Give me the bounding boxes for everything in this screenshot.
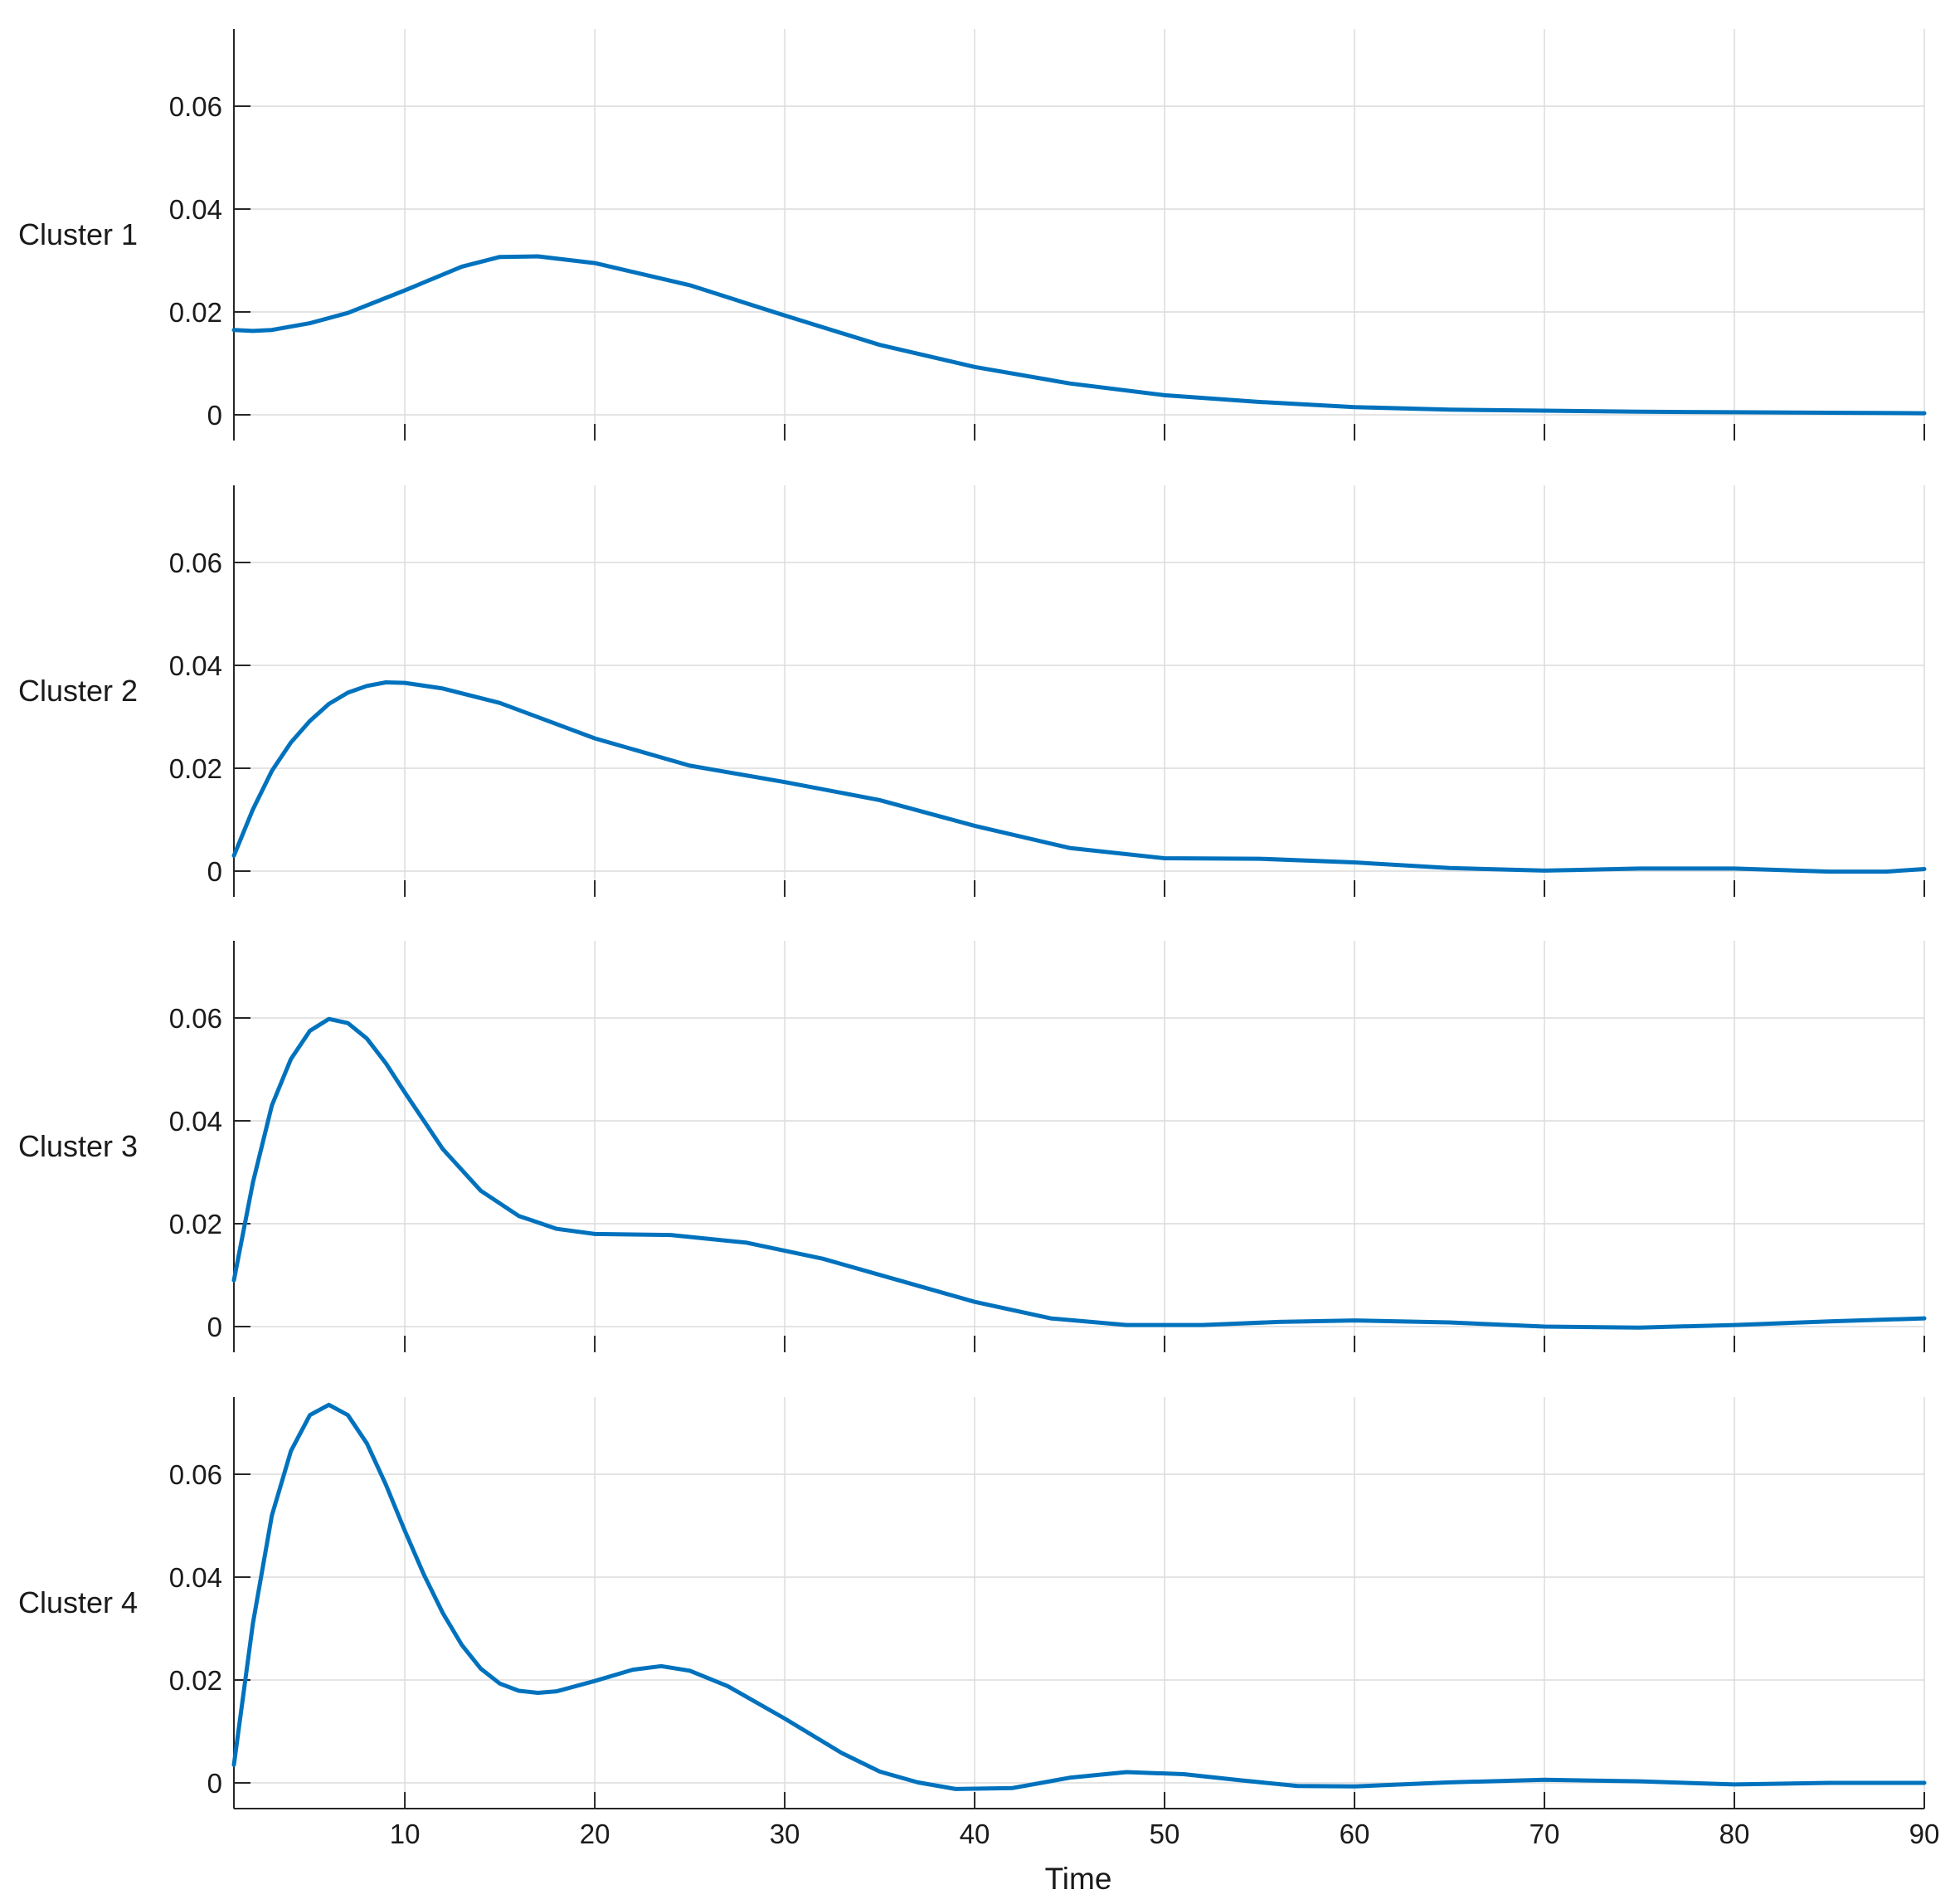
x-tick-label: 20 [580,1819,610,1849]
y-tick-label: 0 [207,1312,222,1342]
panel-cluster-4: 0 0.02 0.04 0.06 Cluster 4 10 20 30 40 50 60 70 80 90 [18,1397,1939,1849]
x-tick-label: 50 [1150,1819,1180,1849]
y-tick-label: 0.02 [169,297,222,328]
x-tick-label: 40 [960,1819,990,1849]
panel-ylabel: Cluster 1 [18,217,138,251]
y-tick-label: 0.06 [169,1459,222,1490]
panel-ylabel: Cluster 2 [18,674,138,708]
series-line-cluster-2 [231,680,1927,874]
x-tick-label: 70 [1529,1819,1560,1849]
y-tick-label: 0.04 [169,1562,222,1593]
x-tick-label: 60 [1340,1819,1370,1849]
y-tick-label: 0.02 [169,753,222,784]
x-tick-label: 90 [1909,1819,1940,1849]
y-tick-label: 0.04 [169,650,222,681]
panel-ylabel: Cluster 3 [18,1129,138,1163]
x-tick-label: 30 [770,1819,800,1849]
series-line-cluster-3 [231,1016,1927,1330]
panel-cluster-1: 0 0.02 0.04 0.06 Cluster 1 [18,29,1927,441]
series-line-cluster-4 [231,1402,1927,1791]
y-tick-label: 0.02 [169,1209,222,1239]
series-line-cluster-1 [231,254,1927,416]
y-tick-label: 0 [207,1768,222,1799]
y-tick-label: 0 [207,400,222,431]
y-tick-label: 0.06 [169,548,222,578]
y-tick-label: 0.06 [169,1003,222,1034]
x-axis-title: Time [1045,1862,1112,1896]
y-tick-label: 0 [207,856,222,887]
y-tick-label: 0.04 [169,194,222,225]
panel-ylabel: Cluster 4 [18,1585,138,1619]
x-tick-label: 10 [390,1819,421,1849]
x-tick-label: 80 [1719,1819,1750,1849]
panel-cluster-3: 0 0.02 0.04 0.06 Cluster 3 [18,941,1927,1352]
y-tick-label: 0.04 [169,1106,222,1137]
y-tick-label: 0.02 [169,1665,222,1696]
panel-cluster-2: 0 0.02 0.04 0.06 Cluster 2 [18,485,1927,897]
y-tick-label: 0.06 [169,91,222,122]
